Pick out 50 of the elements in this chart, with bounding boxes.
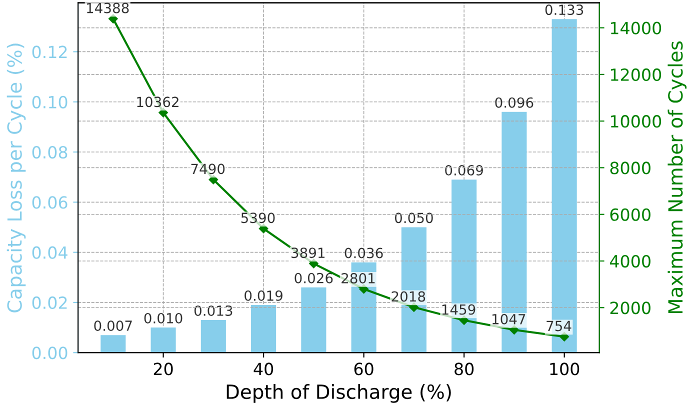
bar bbox=[150, 328, 176, 353]
y2-axis-title: Maximum Number of Cycles bbox=[668, 41, 687, 314]
y-tick-label: 0.04 bbox=[32, 246, 68, 259]
bar bbox=[251, 304, 276, 353]
data-label: 1047 bbox=[492, 314, 526, 324]
point bbox=[409, 302, 419, 312]
data-label: 2018 bbox=[392, 291, 426, 302]
data-label: 0.069 bbox=[445, 165, 483, 176]
y-tick-label: 0.12 bbox=[32, 46, 67, 58]
data-label: 0.096 bbox=[495, 97, 534, 108]
data-label: 10362 bbox=[137, 96, 178, 108]
data-label: 754 bbox=[546, 320, 572, 332]
y2-tick-label: 6000 bbox=[610, 208, 650, 221]
data-label: 0.050 bbox=[394, 212, 433, 224]
y2-tick-label: 12000 bbox=[610, 68, 662, 82]
y-tick-label: 0.10 bbox=[32, 96, 68, 108]
x-tick-label: 60 bbox=[354, 362, 374, 376]
data-label: 5390 bbox=[241, 212, 275, 224]
y-tick-label: 0.08 bbox=[32, 146, 68, 159]
y2-tick-label: 4000 bbox=[610, 254, 650, 268]
point bbox=[459, 316, 469, 325]
bar bbox=[100, 335, 126, 353]
data-label: 0.036 bbox=[344, 248, 383, 258]
y2-tick-label: 14000 bbox=[610, 22, 662, 34]
y2-tick-label: 2000 bbox=[610, 302, 650, 314]
data-label: 14388 bbox=[87, 2, 129, 14]
data-label: 0.010 bbox=[144, 312, 182, 324]
data-label: 7490 bbox=[191, 164, 225, 174]
x-tick-label: 40 bbox=[254, 362, 274, 376]
y-tick-label: 0.00 bbox=[32, 346, 68, 360]
x-tick-label: 100 bbox=[550, 362, 580, 376]
data-label: 3891 bbox=[292, 248, 325, 258]
x-tick-label: 80 bbox=[454, 362, 474, 376]
data-label: 0.013 bbox=[194, 305, 232, 316]
x-tick-label: 20 bbox=[154, 362, 173, 376]
y-axis-title: Capacity Loss per Cycle (%) bbox=[6, 44, 26, 312]
x-axis-title: Depth of Discharge (%) bbox=[226, 384, 451, 403]
bar bbox=[301, 287, 326, 353]
point bbox=[108, 14, 118, 24]
bar bbox=[200, 320, 226, 353]
data-label: 0.026 bbox=[294, 272, 333, 284]
data-label: 2801 bbox=[342, 272, 375, 284]
y-tick-label: 0.02 bbox=[32, 296, 67, 310]
data-label: 0.019 bbox=[244, 290, 282, 301]
y-tick-label: 0.06 bbox=[32, 196, 68, 209]
data-label: 1459 bbox=[442, 304, 476, 315]
data-label: 0.007 bbox=[94, 320, 132, 331]
y2-tick-label: 8000 bbox=[610, 162, 650, 174]
y2-tick-label: 10000 bbox=[610, 115, 662, 128]
data-label: 0.133 bbox=[545, 4, 584, 16]
